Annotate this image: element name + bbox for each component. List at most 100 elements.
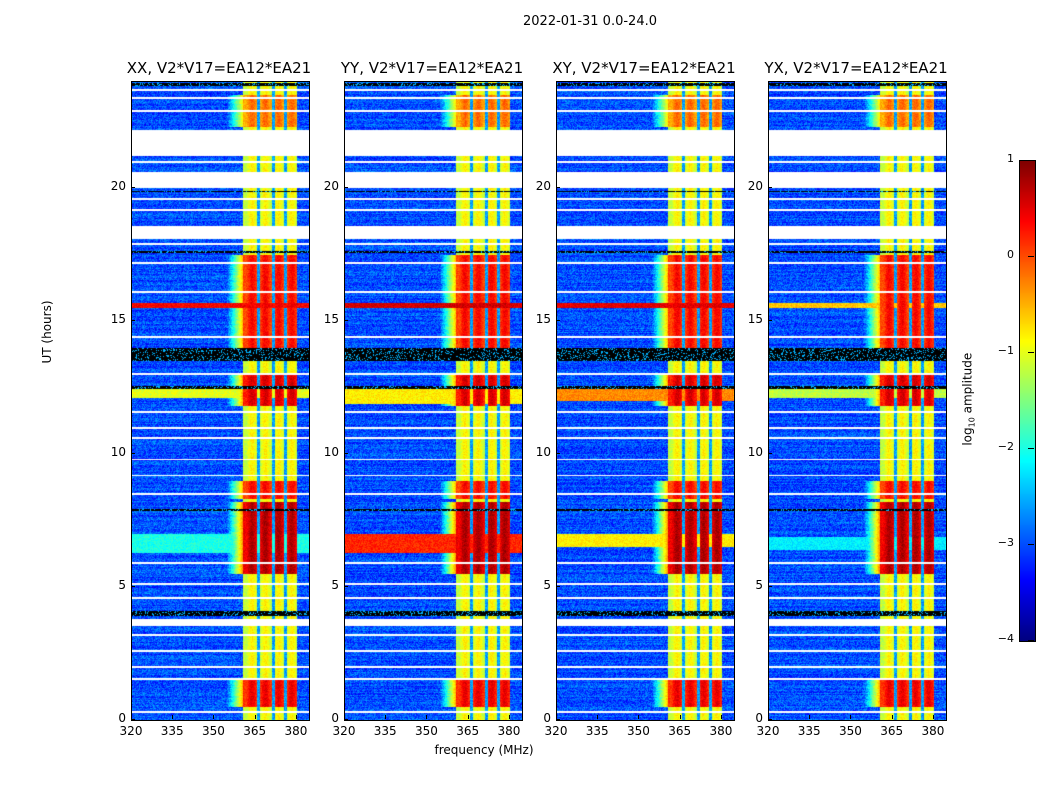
colorbar-tick-mark: [1028, 256, 1034, 257]
colorbar-tick-mark: [1028, 352, 1034, 353]
colorbar-tick-label: −2: [997, 440, 1014, 453]
x-tick-mark: [254, 715, 256, 719]
spectrogram-panel: [768, 81, 947, 721]
x-tick-mark: [768, 715, 769, 719]
x-tick-label: 320: [756, 724, 780, 738]
x-tick-label: 350: [839, 724, 862, 738]
colorbar-tick-label: −4: [997, 632, 1014, 645]
y-tick-label: 0: [755, 711, 763, 725]
x-tick-mark: [809, 715, 811, 719]
colorbar-label-log: log: [960, 427, 975, 446]
y-tick-label: 5: [755, 578, 763, 593]
colorbar-tick-label: 0: [1007, 248, 1014, 261]
y-tick-mark: [344, 320, 348, 322]
x-tick-mark: [720, 715, 722, 719]
x-tick-mark: [385, 715, 387, 719]
panel-title: YX, V2*V17=EA12*EA21: [764, 59, 948, 77]
panel-title: XY, V2*V17=EA12*EA21: [552, 59, 736, 77]
colorbar-gradient: [1020, 161, 1035, 641]
y-tick-mark: [344, 187, 348, 189]
colorbar: [1019, 160, 1036, 642]
x-tick-mark: [295, 715, 297, 719]
x-axis-label: frequency (MHz): [434, 743, 534, 757]
x-tick-label: 320: [119, 724, 143, 738]
x-tick-mark: [556, 715, 557, 719]
colorbar-tick-mark: [1028, 544, 1034, 545]
x-tick-mark: [597, 715, 599, 719]
y-tick-label: 20: [323, 179, 339, 194]
figure-title: 2022-01-31 0.0-24.0: [523, 14, 657, 29]
y-tick-mark: [344, 586, 348, 588]
x-tick-label: 365: [668, 724, 692, 738]
x-tick-mark: [467, 715, 469, 719]
y-tick-mark: [344, 453, 348, 455]
colorbar-tick-label: 1: [1007, 152, 1014, 165]
y-tick-label: 5: [543, 578, 551, 593]
y-tick-mark: [768, 719, 772, 720]
y-tick-label: 20: [747, 179, 763, 194]
x-tick-label: 320: [544, 724, 568, 738]
spectrogram-heatmap: [132, 82, 309, 720]
x-tick-mark: [932, 715, 934, 719]
x-tick-mark: [638, 715, 640, 719]
colorbar-tick-label: −3: [997, 536, 1014, 549]
y-tick-label: 10: [535, 445, 551, 460]
x-tick-label: 380: [709, 724, 733, 738]
y-tick-mark: [556, 453, 560, 455]
x-tick-label: 380: [284, 724, 308, 738]
colorbar-label-text: amplitude: [960, 352, 975, 418]
x-tick-label: 335: [373, 724, 397, 738]
y-tick-label: 15: [747, 312, 763, 327]
x-tick-label: 380: [921, 724, 945, 738]
colorbar-tick-mark: [1028, 160, 1034, 161]
y-tick-label: 15: [110, 312, 126, 327]
colorbar-tick-mark: [1028, 640, 1034, 641]
spectrogram-heatmap: [557, 82, 734, 720]
spectrogram-heatmap: [769, 82, 946, 720]
y-tick-label: 10: [747, 445, 763, 460]
y-tick-mark: [556, 187, 560, 189]
panel-title: YY, V2*V17=EA12*EA21: [340, 59, 524, 77]
y-tick-label: 10: [323, 445, 339, 460]
x-tick-label: 365: [456, 724, 480, 738]
y-tick-label: 0: [118, 711, 126, 725]
x-tick-mark: [426, 715, 428, 719]
colorbar-label: log10 amplitude: [960, 353, 976, 446]
y-tick-mark: [768, 320, 772, 322]
y-tick-mark: [131, 187, 135, 189]
y-tick-mark: [131, 719, 135, 720]
y-tick-label: 15: [535, 312, 551, 327]
y-tick-label: 5: [331, 578, 339, 593]
y-tick-label: 20: [110, 179, 126, 194]
colorbar-tick-label: −1: [997, 344, 1014, 357]
y-tick-mark: [768, 586, 772, 588]
x-tick-mark: [679, 715, 681, 719]
y-tick-label: 20: [535, 179, 551, 194]
spectrogram-heatmap: [345, 82, 522, 720]
x-tick-label: 335: [160, 724, 184, 738]
y-tick-mark: [131, 320, 135, 322]
x-tick-mark: [850, 715, 852, 719]
y-tick-mark: [131, 586, 135, 588]
y-tick-mark: [131, 453, 135, 455]
y-tick-mark: [556, 320, 560, 322]
spectrogram-panel: [131, 81, 310, 721]
x-tick-mark: [891, 715, 893, 719]
x-tick-label: 350: [202, 724, 225, 738]
y-tick-label: 5: [118, 578, 126, 593]
x-tick-label: 365: [880, 724, 904, 738]
x-tick-mark: [131, 715, 132, 719]
y-tick-mark: [768, 453, 772, 455]
colorbar-label-base: 10: [967, 417, 977, 428]
x-tick-label: 320: [332, 724, 356, 738]
x-tick-mark: [344, 715, 345, 719]
x-tick-label: 335: [585, 724, 609, 738]
x-tick-label: 335: [797, 724, 821, 738]
x-tick-label: 380: [497, 724, 521, 738]
y-tick-label: 0: [543, 711, 551, 725]
y-tick-label: 10: [110, 445, 126, 460]
x-tick-mark: [172, 715, 174, 719]
x-tick-label: 365: [243, 724, 267, 738]
panel-title: XX, V2*V17=EA12*EA21: [126, 59, 312, 77]
spectrogram-panel: [556, 81, 735, 721]
